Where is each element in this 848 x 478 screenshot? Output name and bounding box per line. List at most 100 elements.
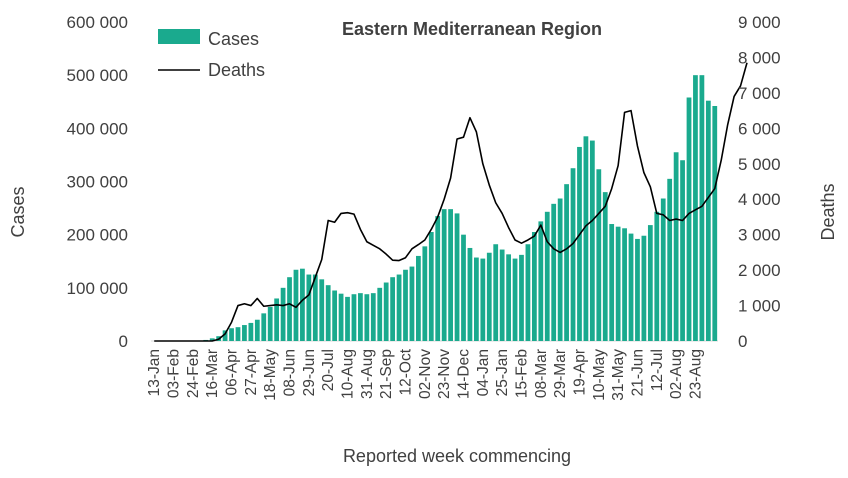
cases-bars	[196, 75, 718, 342]
cases-bar	[667, 178, 673, 341]
cases-bar	[248, 322, 254, 341]
plot-area	[151, 62, 748, 342]
cases-bar	[654, 211, 660, 341]
cases-bar	[358, 293, 363, 341]
cases-bar	[583, 136, 589, 341]
cases-bar	[422, 246, 428, 341]
cases-bar	[525, 244, 531, 341]
x-tick-label: 08-Mar	[533, 349, 550, 398]
y-tick-left-label: 300 000	[67, 173, 128, 192]
right-axis-ticks: 0 1 000 2 000 3 000 4 000 5 000 6 000 7 000 8 00…	[738, 13, 781, 351]
x-tick-label: 18-May	[262, 349, 279, 401]
cases-bar	[480, 258, 486, 341]
cases-bar	[486, 252, 492, 341]
deaths-line	[154, 62, 748, 342]
y-tick-right-label: 2 000	[738, 261, 781, 280]
y-axis-right-title: Deaths	[818, 183, 838, 240]
cases-bar	[609, 224, 615, 341]
cases-bar	[312, 274, 318, 341]
chart-title: Eastern Mediterranean Region	[342, 19, 602, 39]
cases-bar	[474, 257, 479, 341]
cases-bar	[699, 75, 705, 342]
cases-bar	[254, 319, 260, 341]
cases-bar	[280, 287, 286, 341]
cases-bar	[209, 338, 215, 341]
x-tick-label: 21-Jun	[629, 349, 646, 396]
cases-bar	[512, 258, 518, 341]
cases-bar	[660, 198, 666, 341]
x-tick-label: 13-Jan	[146, 349, 163, 396]
x-tick-label: 10-May	[591, 349, 608, 401]
x-tick-label: 02-Aug	[668, 349, 685, 399]
x-tick-label: 02-Nov	[417, 349, 434, 399]
cases-bar	[467, 247, 473, 341]
cases-bar	[338, 293, 344, 341]
cases-bar	[416, 255, 421, 341]
cases-bar	[409, 266, 415, 341]
cases-bar	[448, 209, 453, 341]
cases-bar	[686, 97, 692, 341]
cases-bar	[499, 249, 505, 341]
cases-bar	[635, 238, 640, 341]
legend-cases-label: Cases	[208, 29, 259, 49]
cases-bar	[461, 234, 466, 341]
y-tick-left-label: 600 000	[67, 13, 128, 32]
cases-bar	[519, 254, 524, 341]
cases-bar	[551, 203, 557, 341]
y-tick-left-label: 200 000	[67, 226, 128, 245]
x-tick-label: 14-Dec	[455, 349, 472, 399]
x-tick-label: 27-Apr	[243, 349, 260, 396]
cases-bar	[538, 221, 544, 342]
x-axis-title: Reported week commencing	[343, 446, 571, 466]
cases-bar	[332, 290, 338, 341]
x-tick-label: 25-Jan	[494, 349, 511, 396]
cases-bar	[589, 140, 595, 341]
x-tick-label: 04-Jan	[475, 349, 492, 396]
x-tick-label: 23-Aug	[687, 349, 704, 399]
cases-bar	[222, 330, 228, 341]
y-tick-left-label: 500 000	[67, 66, 128, 85]
cases-bar	[693, 75, 698, 342]
cases-bar	[628, 233, 634, 341]
cases-bar	[383, 282, 389, 341]
cases-bar	[319, 279, 325, 341]
cases-bar	[351, 294, 357, 341]
cases-bar	[306, 274, 312, 341]
x-tick-label: 12-Jul	[649, 349, 666, 391]
y-tick-right-label: 4 000	[738, 190, 781, 209]
y-tick-right-label: 1 000	[738, 297, 781, 316]
x-tick-label: 24-Feb	[185, 349, 202, 398]
cases-bar	[577, 146, 582, 341]
cases-bar	[493, 244, 499, 341]
cases-bar	[596, 169, 602, 341]
cases-bar	[602, 192, 608, 341]
cases-bar	[390, 277, 396, 341]
cases-bar	[325, 285, 331, 341]
cases-bar	[293, 269, 299, 341]
y-tick-right-label: 7 000	[738, 84, 781, 103]
cases-bar	[235, 327, 241, 341]
x-axis-ticks: 13-Jan 03-Feb 24-Feb 16-Mar 06-Apr 27-Apr 18-M…	[146, 348, 704, 400]
x-tick-label: 20-Jul	[320, 349, 337, 391]
cases-bar	[370, 293, 376, 341]
cases-bar	[435, 216, 441, 341]
cases-bar	[300, 268, 305, 341]
x-tick-label: 29-Mar	[552, 349, 569, 398]
cases-bar	[557, 198, 563, 341]
cases-bar	[267, 306, 273, 341]
cases-bar	[673, 152, 679, 341]
cases-bar	[531, 232, 537, 341]
legend-deaths-label: Deaths	[208, 60, 265, 80]
cases-bar	[274, 298, 280, 341]
cases-bar	[680, 160, 685, 341]
cases-bar	[705, 100, 711, 341]
cases-bar	[506, 254, 511, 341]
cases-bar	[364, 294, 370, 341]
cases-bar	[647, 225, 653, 341]
cases-bar	[261, 313, 267, 341]
cases-bar	[564, 184, 569, 341]
cases-bar	[615, 226, 621, 341]
legend-cases-swatch	[158, 29, 200, 44]
legend: Cases Deaths	[158, 29, 265, 80]
